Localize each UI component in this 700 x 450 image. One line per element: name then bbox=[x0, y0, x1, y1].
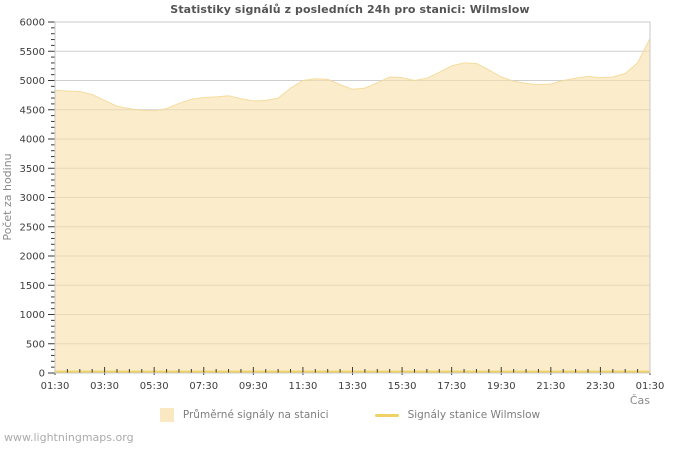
svg-text:2500: 2500 bbox=[20, 222, 45, 233]
svg-text:3000: 3000 bbox=[20, 193, 45, 204]
legend-area-label: Průměrné signály na stanici bbox=[182, 409, 329, 421]
svg-text:15:30: 15:30 bbox=[388, 381, 417, 392]
chart-svg: 0 500 1000 1500 2000 2500 3000 3500 4000 4500 5000… bbox=[1, 18, 665, 407]
legend-item-area: Průměrné signály na stanici bbox=[159, 408, 329, 422]
plot-border bbox=[54, 21, 651, 374]
svg-text:23:30: 23:30 bbox=[586, 381, 615, 392]
legend-line-label: Signály stanice Wilmslow bbox=[407, 409, 541, 421]
svg-text:2000: 2000 bbox=[20, 252, 45, 263]
y-axis-ticks bbox=[48, 21, 55, 374]
svg-text:4500: 4500 bbox=[20, 105, 45, 116]
svg-text:19:30: 19:30 bbox=[487, 381, 516, 392]
chart-title: Statistiky signálů z posledních 24h pro … bbox=[170, 3, 530, 16]
svg-text:01:30: 01:30 bbox=[41, 381, 70, 392]
x-axis-title: Čas bbox=[630, 394, 650, 406]
svg-text:3500: 3500 bbox=[20, 164, 45, 175]
svg-text:17:30: 17:30 bbox=[437, 381, 466, 392]
svg-text:5000: 5000 bbox=[20, 76, 45, 87]
y-axis-tick-labels: 0 500 1000 1500 2000 2500 3000 3500 4000 4500 5000… bbox=[20, 18, 45, 380]
svg-text:4000: 4000 bbox=[20, 135, 45, 146]
legend-item-line: Signály stanice Wilmslow bbox=[374, 409, 541, 421]
svg-text:11:30: 11:30 bbox=[289, 381, 318, 392]
legend-line-swatch bbox=[374, 413, 399, 417]
watermark-text: www.lightningmaps.org bbox=[4, 431, 134, 444]
svg-text:1500: 1500 bbox=[20, 281, 45, 292]
svg-text:0: 0 bbox=[39, 369, 45, 380]
svg-text:5500: 5500 bbox=[20, 47, 45, 58]
svg-text:05:30: 05:30 bbox=[140, 381, 169, 392]
svg-text:500: 500 bbox=[26, 339, 45, 350]
svg-text:09:30: 09:30 bbox=[239, 381, 268, 392]
legend-area-swatch bbox=[159, 408, 174, 422]
svg-text:21:30: 21:30 bbox=[536, 381, 565, 392]
x-axis-tick-labels: 01:30 03:30 05:30 07:30 09:30 11:30 13:30 15:30… bbox=[41, 381, 665, 392]
area-series bbox=[54, 38, 651, 374]
svg-text:01:30: 01:30 bbox=[636, 381, 665, 392]
svg-text:03:30: 03:30 bbox=[90, 381, 119, 392]
y-axis-title: Počet za hodinu bbox=[1, 153, 14, 240]
svg-text:1000: 1000 bbox=[20, 310, 45, 321]
svg-text:13:30: 13:30 bbox=[338, 381, 367, 392]
svg-text:6000: 6000 bbox=[20, 18, 45, 29]
svg-text:07:30: 07:30 bbox=[189, 381, 218, 392]
legend: Průměrné signály na stanici Signály stan… bbox=[0, 408, 700, 422]
